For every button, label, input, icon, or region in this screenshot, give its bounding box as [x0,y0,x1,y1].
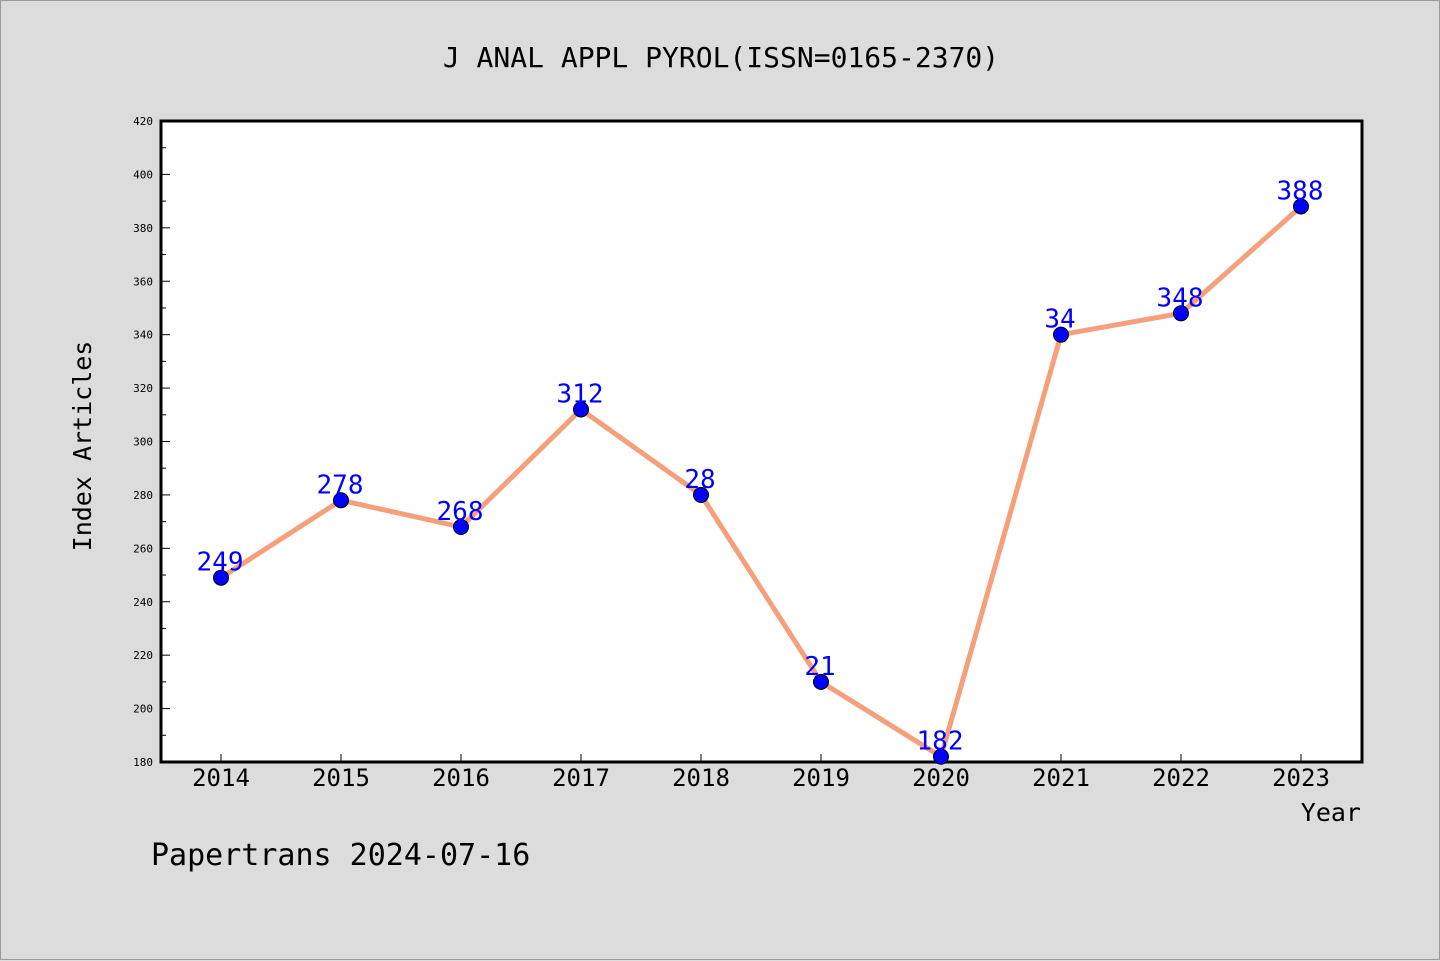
data-point [693,486,709,503]
footer-credit: Papertrans 2024-07-16 [151,838,530,873]
x-axis: 2014 2015 2016 2017 2018 2019 2020 2021 2022 2023 [192,754,1330,792]
data-point [1053,326,1069,343]
series-line [218,203,1304,760]
x-tick-label: 2021 [1032,764,1090,792]
y-tick-label: 340 [133,329,153,342]
data-point [333,492,349,509]
data-label: 182 [917,727,964,757]
x-tick-label: 2018 [672,764,730,792]
x-tick-label: 2019 [792,764,850,792]
data-point [1173,305,1189,322]
data-label: 348 [1157,283,1204,313]
data-point [1293,198,1309,215]
y-tick-label: 260 [133,542,153,555]
data-label: 268 [437,497,484,527]
y-tick-label: 200 [133,703,153,716]
y-tick-label: 360 [133,275,153,288]
y-axis-label: Index Articles [68,341,97,552]
y-tick-label: 320 [133,382,153,395]
data-point [813,673,829,690]
y-tick-label: 180 [133,756,153,769]
data-label: 34 [1044,305,1075,335]
y-axis: 180 200 220 240 260 280 300 320 340 360 380 400 420 [133,115,170,769]
data-label: 21 [804,652,835,682]
y-tick-label: 380 [133,222,153,235]
plot-area [159,119,1364,764]
y-tick-label: 220 [133,649,153,662]
series-layer: 249 278 268 312 28 21 182 34 348 388 [197,176,1324,765]
x-tick-label: 2016 [432,764,490,792]
x-tick-label: 2020 [912,764,970,792]
data-point [933,748,949,765]
y-tick-label: 240 [133,596,153,609]
chart-title: J ANAL APPL PYROL(ISSN=0165-2370) [443,41,999,74]
data-point [213,569,229,586]
y-tick-label: 280 [133,489,153,502]
x-tick-label: 2022 [1152,764,1210,792]
data-label: 249 [197,548,244,578]
x-axis-label: Year [1301,798,1361,827]
x-tick-label: 2023 [1272,764,1330,792]
x-tick-label: 2015 [312,764,370,792]
data-label: 312 [557,379,604,409]
data-point [573,401,589,418]
data-label: 28 [684,465,715,495]
data-label: 388 [1277,176,1324,206]
data-point [453,518,469,535]
y-tick-label: 420 [133,115,153,128]
y-tick-label: 400 [133,168,153,181]
data-label: 278 [317,470,364,500]
x-tick-label: 2014 [192,764,250,792]
y-tick-label: 300 [133,436,153,449]
x-tick-label: 2017 [552,764,610,792]
